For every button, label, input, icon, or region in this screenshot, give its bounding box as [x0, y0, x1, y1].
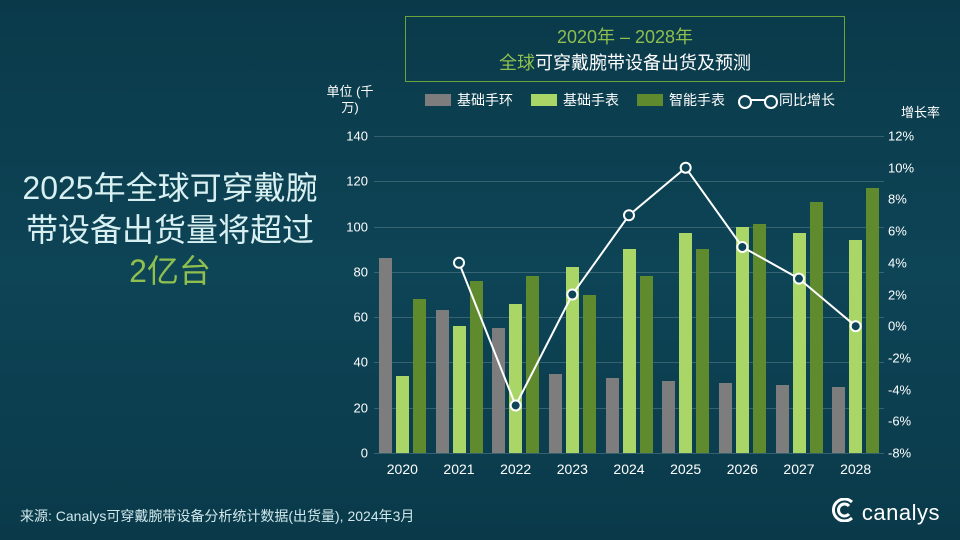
title-line1: 2020年 – 2028年: [426, 23, 824, 49]
y-right-tick: 6%: [888, 224, 928, 239]
x-tick: 2022: [500, 461, 531, 477]
title-line2-accent: 全球: [499, 53, 535, 73]
headline-text: 2025年全球可穿戴腕带设备出货量将超过: [22, 170, 317, 248]
logo: canalys: [832, 498, 940, 528]
x-tick: 2021: [443, 461, 474, 477]
y-right-tick: 2%: [888, 287, 928, 302]
y-left-tick: 80: [336, 264, 368, 279]
y-right-tick: 4%: [888, 255, 928, 270]
x-tick: 2026: [727, 461, 758, 477]
x-tick: 2028: [840, 461, 871, 477]
y-left-tick: 140: [336, 129, 368, 144]
legend-line: 同比增长: [743, 90, 835, 110]
legend-bar1: 基础手环: [425, 90, 513, 110]
canalys-icon: [832, 498, 856, 528]
legend-bar3: 智能手表: [637, 90, 725, 110]
y-right-tick: -2%: [888, 350, 928, 365]
gridline: [374, 453, 884, 454]
chart: 单位 (千万) 增长率 基础手环 基础手表 智能手表 同比增长 02040608…: [320, 84, 940, 489]
y-right-tick: 0%: [888, 319, 928, 334]
x-tick: 2025: [670, 461, 701, 477]
swatch-bar1: [425, 94, 451, 106]
y-left-tick: 0: [336, 446, 368, 461]
title-line2-rest: 可穿戴腕带设备出货及预测: [535, 53, 751, 73]
y-right-tick: -8%: [888, 446, 928, 461]
x-tick: 2020: [387, 461, 418, 477]
logo-text: canalys: [862, 500, 940, 526]
legend: 基础手环 基础手表 智能手表 同比增长: [320, 90, 940, 110]
headline: 2025年全球可穿戴腕带设备出货量将超过 2亿台: [20, 168, 320, 293]
swatch-bar2: [531, 94, 557, 106]
title-box: 2020年 – 2028年 全球可穿戴腕带设备出货及预测: [405, 16, 845, 82]
y-right-tick: 8%: [888, 192, 928, 207]
swatch-bar3: [637, 94, 663, 106]
title-line2: 全球可穿戴腕带设备出货及预测: [426, 49, 824, 75]
legend-bar2: 基础手表: [531, 90, 619, 110]
y-right-tick: 12%: [888, 129, 928, 144]
y-right-tick: -4%: [888, 382, 928, 397]
y-right-tick: -6%: [888, 414, 928, 429]
y-left-tick: 40: [336, 355, 368, 370]
y-left-tick: 100: [336, 219, 368, 234]
growth-line: [374, 136, 884, 453]
y-left-tick: 20: [336, 400, 368, 415]
x-tick: 2024: [613, 461, 644, 477]
y-right-tick: 10%: [888, 160, 928, 175]
swatch-line: [743, 99, 773, 101]
x-tick: 2023: [557, 461, 588, 477]
x-tick: 2027: [783, 461, 814, 477]
headline-accent: 2亿台: [129, 253, 211, 289]
y-left-tick: 60: [336, 310, 368, 325]
y-left-tick: 120: [336, 174, 368, 189]
plot-area: 020406080100120140-8%-6%-4%-2%0%2%4%6%8%…: [374, 136, 884, 453]
source-text: 来源: Canalys可穿戴腕带设备分析统计数据(出货量), 2024年3月: [20, 506, 414, 526]
